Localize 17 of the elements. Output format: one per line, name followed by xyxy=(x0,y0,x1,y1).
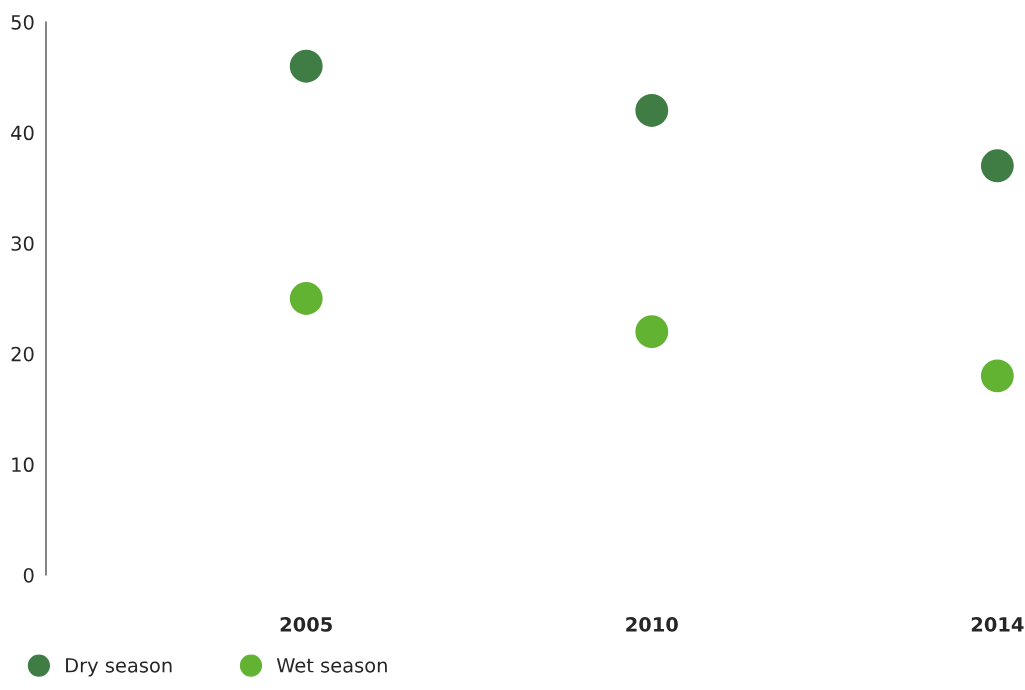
x-tick-label: 2005 xyxy=(280,617,332,632)
y-tick-label: 40 xyxy=(11,125,34,141)
point xyxy=(289,49,323,83)
y-tick-label: 10 xyxy=(12,457,34,473)
x-tick-label: 2010 xyxy=(626,617,678,632)
point xyxy=(289,282,323,315)
point xyxy=(635,94,669,127)
x-tick-label: 2014 xyxy=(971,617,1024,632)
legend-label: Dry season xyxy=(66,658,172,677)
y-tick-label: 30 xyxy=(11,236,34,251)
y-tick-label: 0 xyxy=(23,567,34,583)
point xyxy=(980,149,1014,183)
point xyxy=(635,315,669,349)
point xyxy=(980,359,1014,393)
legend-label: Wet season xyxy=(276,658,387,673)
y-tick-label: 20 xyxy=(11,346,34,362)
y-tick-label: 50 xyxy=(11,14,34,30)
